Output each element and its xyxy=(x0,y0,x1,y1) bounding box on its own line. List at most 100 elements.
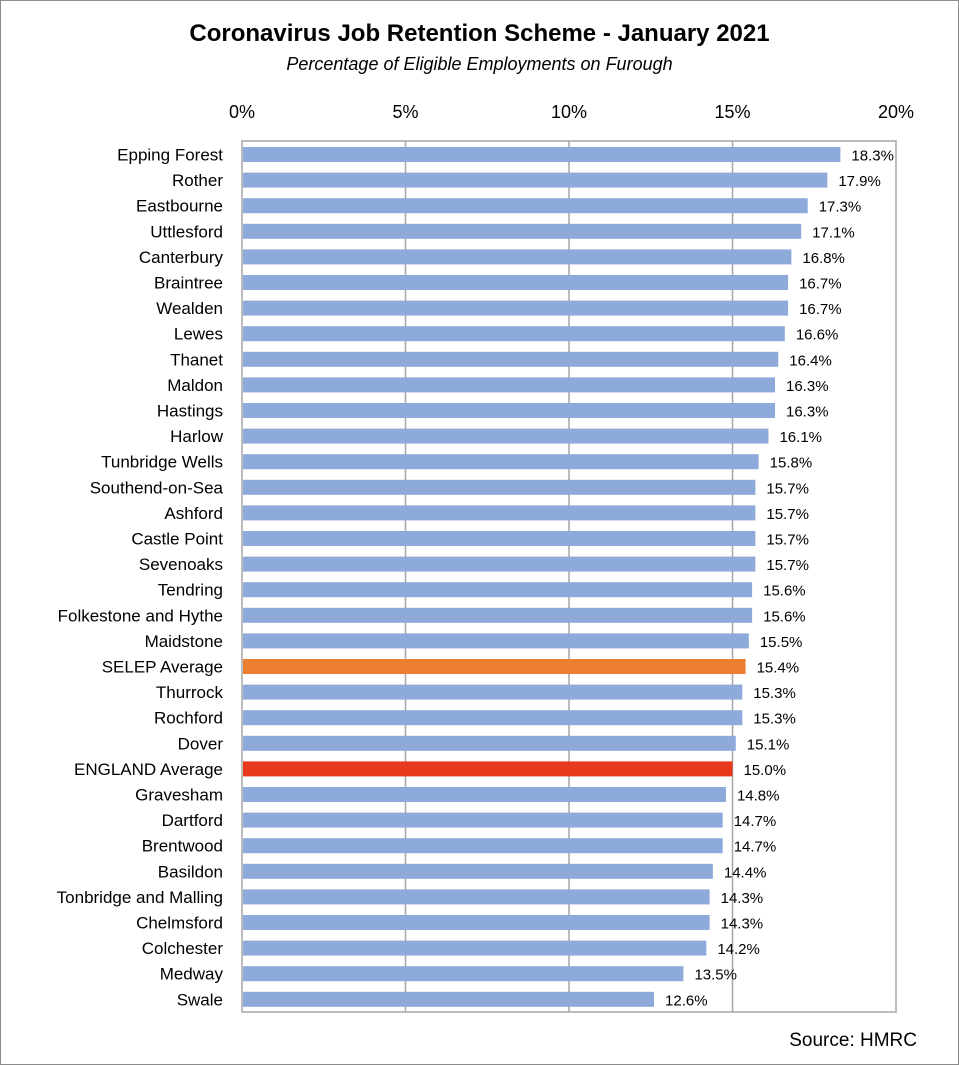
category-label: Dartford xyxy=(162,811,223,830)
x-tick-label: 0% xyxy=(229,102,255,122)
data-label: 13.5% xyxy=(694,967,737,984)
bar xyxy=(243,915,710,930)
category-label: Tendring xyxy=(158,581,223,600)
data-label: 16.3% xyxy=(786,404,829,421)
data-label: 15.0% xyxy=(744,762,787,779)
bar xyxy=(243,326,785,342)
bar xyxy=(243,198,808,214)
category-label: Epping Forest xyxy=(117,146,223,165)
data-label: 16.7% xyxy=(799,276,842,293)
bar xyxy=(243,684,743,700)
category-label: Southend-on-Sea xyxy=(90,478,224,497)
data-label: 15.4% xyxy=(757,660,800,677)
source-note: Source: HMRC xyxy=(789,1030,917,1051)
bar xyxy=(243,275,789,290)
bar xyxy=(243,454,759,470)
bar xyxy=(243,659,746,674)
category-label: Ashford xyxy=(164,504,223,523)
bar xyxy=(243,147,841,162)
bar xyxy=(243,351,779,367)
category-label: Tonbridge and Malling xyxy=(57,888,223,907)
x-tick-label: 5% xyxy=(392,102,418,122)
bar xyxy=(243,991,655,1007)
category-label: Colchester xyxy=(142,939,224,958)
bar xyxy=(243,300,789,316)
data-label: 14.2% xyxy=(717,941,760,958)
category-label: Folkestone and Hythe xyxy=(58,606,223,625)
data-label: 17.3% xyxy=(819,199,862,216)
category-label: Thurrock xyxy=(156,683,224,702)
category-label: Dover xyxy=(178,734,224,753)
bar xyxy=(243,582,753,598)
data-label: 15.7% xyxy=(766,506,809,523)
data-label: 12.6% xyxy=(665,992,708,1009)
bar xyxy=(243,172,828,188)
data-label: 16.6% xyxy=(796,327,839,344)
category-label: Brentwood xyxy=(142,837,223,856)
category-label: Chelmsford xyxy=(136,914,223,933)
bar xyxy=(243,607,753,623)
bar xyxy=(243,505,756,521)
x-tick-label: 15% xyxy=(714,102,750,122)
data-label: 16.3% xyxy=(786,378,829,395)
data-label: 15.8% xyxy=(770,455,813,472)
x-tick-label: 10% xyxy=(551,102,587,122)
data-label: 15.3% xyxy=(753,711,796,728)
bar xyxy=(243,838,723,854)
category-label: Braintree xyxy=(154,274,223,293)
bar xyxy=(243,403,776,418)
category-label: Uttlesford xyxy=(150,222,223,241)
bar xyxy=(243,812,723,828)
category-label: ENGLAND Average xyxy=(74,760,223,779)
bar xyxy=(243,428,769,444)
bar xyxy=(243,863,713,879)
data-label: 15.7% xyxy=(766,557,809,574)
bar xyxy=(243,889,710,905)
data-label: 15.1% xyxy=(747,736,790,753)
category-label: Medway xyxy=(160,965,224,984)
category-label: Wealden xyxy=(156,299,223,318)
category-label: Gravesham xyxy=(135,786,223,805)
category-label: Tunbridge Wells xyxy=(101,453,223,472)
data-label: 15.6% xyxy=(763,608,806,625)
category-label: Thanet xyxy=(170,350,223,369)
category-label: Maidstone xyxy=(145,632,223,651)
bar xyxy=(243,556,756,572)
data-label: 16.7% xyxy=(799,301,842,318)
bar xyxy=(243,761,733,777)
data-label: 17.9% xyxy=(838,173,881,190)
bar xyxy=(243,735,736,751)
data-label: 15.3% xyxy=(753,685,796,702)
category-label: Eastbourne xyxy=(136,197,223,216)
bar xyxy=(243,223,802,239)
category-label: Castle Point xyxy=(131,530,223,549)
category-label: Swale xyxy=(177,990,223,1009)
data-label: 14.3% xyxy=(721,916,764,933)
category-label: Canterbury xyxy=(139,248,224,267)
data-label: 14.4% xyxy=(724,864,767,881)
category-label: Basildon xyxy=(158,862,223,881)
category-label: Hastings xyxy=(157,402,223,421)
data-label: 14.7% xyxy=(734,813,777,830)
category-label: Rother xyxy=(172,171,223,190)
chart-subtitle: Percentage of Eligible Employments on Fu… xyxy=(286,54,673,74)
data-label: 15.7% xyxy=(766,532,809,549)
data-label: 16.8% xyxy=(802,250,845,267)
category-label: Rochford xyxy=(154,709,223,728)
bar xyxy=(243,479,756,495)
data-label: 18.3% xyxy=(851,148,894,165)
data-label: 16.1% xyxy=(779,429,822,446)
bar xyxy=(243,710,743,726)
bar xyxy=(243,377,776,393)
bar xyxy=(243,940,707,956)
data-label: 15.5% xyxy=(760,634,803,651)
category-label: SELEP Average xyxy=(102,658,223,677)
data-label: 15.7% xyxy=(766,480,809,497)
chart-title: Coronavirus Job Retention Scheme - Janua… xyxy=(189,20,770,47)
bar xyxy=(243,633,749,649)
data-label: 16.4% xyxy=(789,352,832,369)
category-label: Maldon xyxy=(167,376,223,395)
data-label: 14.8% xyxy=(737,788,780,805)
category-label: Harlow xyxy=(170,427,224,446)
